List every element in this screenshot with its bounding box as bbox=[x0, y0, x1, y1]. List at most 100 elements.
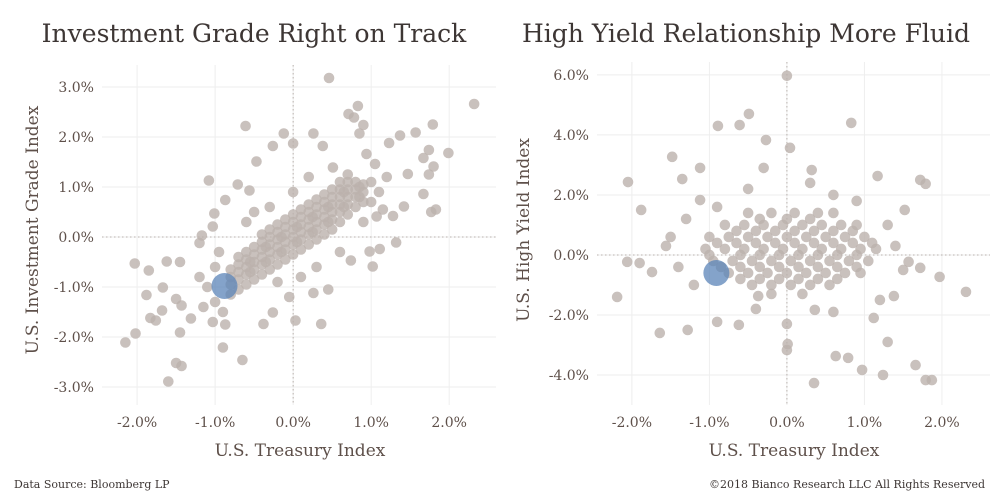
data-point bbox=[240, 120, 251, 132]
data-point bbox=[338, 186, 350, 198]
data-point bbox=[338, 201, 350, 213]
data-point bbox=[622, 176, 634, 188]
data-point bbox=[213, 246, 225, 258]
data-point bbox=[315, 318, 327, 330]
data-point bbox=[754, 273, 766, 285]
data-point bbox=[824, 255, 835, 267]
data-point bbox=[743, 108, 755, 120]
data-point bbox=[727, 255, 738, 267]
data-point bbox=[425, 206, 437, 218]
data-point bbox=[899, 204, 911, 216]
data-point bbox=[209, 208, 220, 219]
data-point bbox=[646, 266, 658, 278]
data-point bbox=[773, 249, 785, 261]
y-tick-label: -2.0% bbox=[549, 308, 589, 324]
y-tick-label: 0.0% bbox=[58, 230, 94, 246]
data-point bbox=[766, 207, 777, 219]
y-tick-label: -1.0% bbox=[54, 280, 94, 296]
data-point bbox=[390, 237, 402, 248]
data-point bbox=[327, 162, 339, 173]
data-point bbox=[766, 279, 777, 291]
data-point bbox=[383, 137, 395, 149]
data-point bbox=[196, 230, 208, 241]
data-point bbox=[831, 261, 843, 273]
data-point bbox=[350, 201, 361, 213]
data-point bbox=[209, 296, 221, 308]
y-axis-label: U.S. Investment Grade Index bbox=[23, 105, 43, 354]
data-point bbox=[820, 267, 831, 279]
data-point bbox=[812, 273, 824, 285]
data-point bbox=[361, 148, 372, 160]
high-yield-scatter: High Yield Relationship More Fluid U.S. … bbox=[514, 19, 990, 461]
data-point bbox=[358, 119, 369, 131]
data-point bbox=[882, 219, 893, 231]
data-point bbox=[260, 256, 272, 268]
data-point bbox=[820, 231, 831, 243]
data-point bbox=[839, 231, 851, 243]
data-point bbox=[251, 156, 262, 167]
x-tick-label: 2.0% bbox=[924, 415, 960, 431]
data-point bbox=[868, 312, 880, 324]
data-source: Data Source: Bloomberg LP bbox=[14, 478, 170, 491]
data-point bbox=[666, 151, 678, 163]
data-point bbox=[283, 291, 295, 303]
data-point bbox=[307, 226, 318, 238]
data-point bbox=[260, 241, 272, 253]
data-point bbox=[326, 191, 338, 203]
data-point bbox=[185, 313, 197, 324]
data-point bbox=[682, 324, 693, 336]
data-point bbox=[731, 237, 742, 249]
x-axis-label: U.S. Treasury Index bbox=[215, 441, 386, 461]
data-point bbox=[272, 259, 283, 270]
data-point bbox=[381, 171, 393, 183]
data-point bbox=[358, 216, 369, 228]
data-point bbox=[773, 261, 785, 273]
data-point bbox=[856, 364, 868, 376]
data-point bbox=[143, 265, 155, 276]
data-point bbox=[317, 140, 329, 152]
data-point bbox=[877, 369, 889, 381]
data-point bbox=[934, 271, 945, 283]
data-point bbox=[866, 237, 878, 249]
data-point bbox=[804, 177, 816, 189]
highlighted-data-point bbox=[703, 259, 730, 286]
y-tick-label: 4.0% bbox=[553, 128, 589, 144]
data-point bbox=[202, 281, 213, 293]
data-point bbox=[960, 286, 972, 298]
data-point bbox=[203, 175, 215, 186]
data-point bbox=[278, 128, 290, 139]
data-point bbox=[303, 239, 315, 250]
x-axis-label: U.S. Treasury Index bbox=[709, 441, 880, 461]
data-point bbox=[735, 261, 746, 273]
data-point bbox=[769, 237, 781, 249]
data-point bbox=[773, 273, 785, 285]
data-point bbox=[217, 342, 229, 353]
data-point bbox=[920, 178, 931, 190]
data-point bbox=[256, 269, 268, 280]
data-point bbox=[120, 337, 131, 348]
x-tick-label: -2.0% bbox=[612, 415, 652, 431]
data-point bbox=[830, 350, 842, 362]
data-point bbox=[719, 219, 731, 231]
data-point bbox=[398, 201, 410, 212]
y-tick-label: -3.0% bbox=[54, 380, 94, 396]
data-point bbox=[660, 240, 672, 252]
data-point bbox=[176, 300, 187, 311]
data-point bbox=[267, 140, 279, 152]
data-point bbox=[766, 255, 777, 267]
data-point bbox=[808, 377, 820, 389]
chart-title: Investment Grade Right on Track bbox=[42, 19, 467, 48]
data-point bbox=[244, 256, 256, 268]
data-point bbox=[394, 130, 406, 141]
data-point bbox=[345, 255, 357, 266]
data-point bbox=[322, 284, 334, 295]
data-point bbox=[174, 327, 186, 338]
data-point bbox=[334, 246, 346, 258]
grid bbox=[597, 62, 990, 405]
data-point bbox=[163, 376, 174, 387]
x-tick-label: 0.0% bbox=[275, 415, 311, 431]
data-point bbox=[809, 304, 821, 316]
data-point bbox=[816, 219, 828, 231]
data-point bbox=[804, 279, 816, 291]
y-tick-label: 1.0% bbox=[58, 180, 94, 196]
